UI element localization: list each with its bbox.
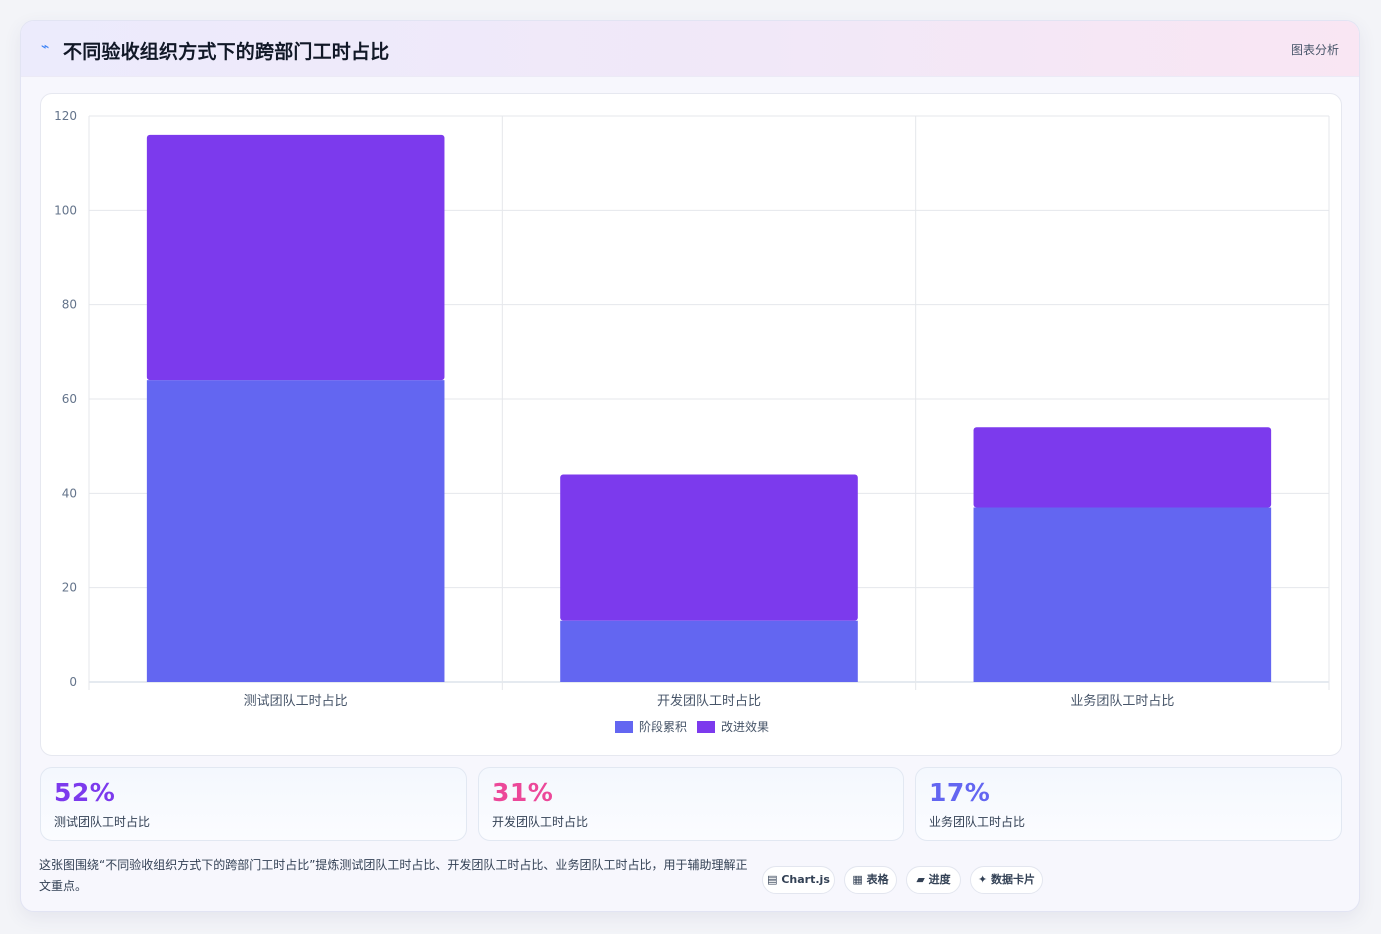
progress-icon: ▰ [916, 873, 925, 886]
y-tick-label: 40 [62, 486, 77, 500]
x-tick-label: 测试团队工时占比 [244, 694, 348, 709]
tag-chartjs[interactable]: ▤ Chart.js [762, 866, 835, 894]
bar-stage-cumulative [146, 380, 445, 682]
bar-improvement-effect [560, 474, 858, 621]
stacked-bar-chart: 0 20 40 60 80 100 120 测试团队工时占比 开发团队工时占比 业务团队工时占比阶… [54, 109, 1330, 734]
trend-icon: ⌁ [41, 39, 50, 55]
tag-label: 进度 [928, 873, 951, 886]
chart-panel: 0 20 40 60 80 100 120 测试团队工时占比 开发团队工时占比 业务团队工时占比阶… [40, 93, 1342, 756]
stat-card-test: 52% 测试团队工时占比 [40, 767, 467, 841]
x-tick-label: 业务团队工时占比 [1070, 693, 1174, 709]
y-tick-label: 120 [54, 109, 77, 123]
sparkle-icon: ✦ [977, 873, 988, 886]
bar-improvement-effect [146, 134, 445, 381]
tag-label: 表格 [866, 873, 889, 886]
tag-data-card[interactable]: ✦ 数据卡片 [970, 866, 1043, 894]
chart-description: 这张图围绕“不同验收组织方式下的跨部门工时占比”提炼测试团队工时占比、开发团队工… [39, 858, 748, 893]
bar-stage-cumulative [973, 507, 1272, 682]
y-tick-label: 80 [62, 298, 77, 312]
y-tick-label: 0 [69, 675, 77, 689]
stat-label: 测试团队工时占比 [54, 815, 151, 829]
tag-label: 数据卡片 [991, 873, 1036, 886]
stat-card-dev: 31% 开发团队工时占比 [478, 767, 904, 841]
stat-label: 业务团队工时占比 [929, 815, 1026, 829]
chart-icon: ▤ [767, 873, 778, 886]
stat-value: 52% [54, 778, 116, 807]
stat-card-business: 17% 业务团队工时占比 [915, 767, 1342, 841]
legend-label: 阶段累积 [639, 719, 687, 734]
tag-table[interactable]: ▦ 表格 [844, 866, 897, 894]
tag-progress[interactable]: ▰ 进度 [906, 866, 961, 894]
page-title: 不同验收组织方式下的跨部门工时占比 [63, 41, 390, 63]
card-header: ⌁ 不同验收组织方式下的跨部门工时占比 图表分析 [21, 21, 1359, 77]
chart-analysis-link[interactable]: 图表分析 [1290, 43, 1339, 57]
legend-swatch [697, 721, 715, 733]
chart-card: ⌁ 不同验收组织方式下的跨部门工时占比 图表分析 0 20 40 60 80 100 120… [20, 20, 1360, 912]
tag-label: Chart.js [781, 873, 830, 886]
x-tick-label: 开发团队工时占比 [657, 693, 761, 709]
y-tick-label: 100 [54, 203, 77, 217]
stat-label: 开发团队工时占比 [492, 815, 589, 829]
stat-value: 31% [492, 778, 554, 807]
legend-label: 改进效果 [721, 719, 769, 734]
legend-swatch [615, 721, 633, 733]
table-icon: ▦ [852, 873, 863, 886]
bar-improvement-effect [973, 427, 1272, 508]
stat-value: 17% [929, 778, 991, 807]
bar-stage-cumulative [560, 620, 858, 682]
y-tick-label: 20 [62, 581, 77, 595]
y-tick-label: 60 [62, 392, 77, 406]
